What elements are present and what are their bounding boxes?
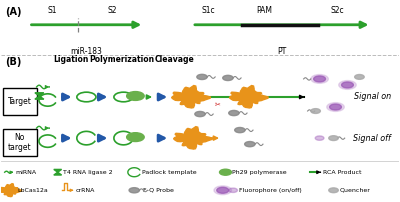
Text: LbCas12a: LbCas12a [18,188,48,193]
Text: miRNA: miRNA [15,170,36,175]
Text: S1: S1 [48,6,57,15]
Text: Polymerization: Polymerization [90,55,155,64]
Polygon shape [54,169,62,172]
Circle shape [311,75,328,83]
Circle shape [127,133,144,142]
Text: PT: PT [277,47,286,56]
Text: miR-183: miR-183 [70,47,102,56]
Text: Ligation: Ligation [53,55,88,64]
Circle shape [245,142,255,147]
Text: Fluorophore (on/off): Fluorophore (on/off) [239,188,302,193]
Text: Ph29 polymerase: Ph29 polymerase [232,170,286,175]
Polygon shape [35,93,44,96]
Circle shape [355,75,364,79]
Text: Signal on: Signal on [354,93,391,101]
Circle shape [327,103,344,112]
FancyBboxPatch shape [3,88,37,115]
Circle shape [235,127,245,133]
Text: Target: Target [8,97,32,106]
Text: Cleavage: Cleavage [154,55,194,64]
Text: T4 RNA ligase 2: T4 RNA ligase 2 [63,170,113,175]
Text: ✂: ✂ [215,102,221,108]
Text: (A): (A) [5,7,21,17]
Circle shape [329,188,338,193]
Circle shape [311,109,320,114]
Text: S2: S2 [108,6,117,15]
Text: PAM: PAM [256,6,272,15]
Text: S1c: S1c [201,6,215,15]
Circle shape [314,76,326,82]
Polygon shape [174,127,212,149]
Text: Signal off: Signal off [354,134,391,143]
FancyBboxPatch shape [3,129,37,156]
Circle shape [339,81,356,89]
Polygon shape [54,172,62,175]
Circle shape [214,186,232,195]
Circle shape [229,110,239,116]
Circle shape [220,169,232,175]
Text: Quencher: Quencher [340,188,370,193]
Circle shape [195,112,205,117]
Polygon shape [35,96,44,99]
Polygon shape [172,85,210,108]
Text: RCA Product: RCA Product [323,170,361,175]
Polygon shape [0,184,22,197]
Text: No
target: No target [8,133,32,152]
Text: Padlock template: Padlock template [142,170,197,175]
Circle shape [127,92,144,100]
Circle shape [229,188,238,193]
Polygon shape [229,85,268,108]
Circle shape [223,75,233,81]
Text: crRNA: crRNA [75,188,95,193]
Circle shape [329,136,338,141]
Circle shape [129,188,140,193]
Circle shape [342,82,354,88]
Circle shape [197,74,207,80]
Text: S2c: S2c [331,6,344,15]
Text: F-Q Probe: F-Q Probe [143,188,174,193]
Text: (B): (B) [5,57,21,67]
Circle shape [330,104,342,110]
Circle shape [315,136,324,140]
Circle shape [217,187,229,193]
